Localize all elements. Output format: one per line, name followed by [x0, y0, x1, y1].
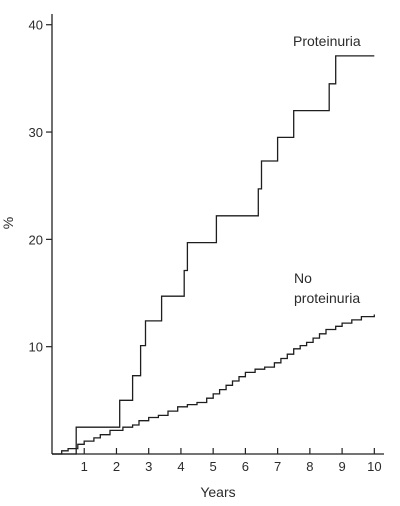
x-ticks: 1 2 3 4 5 6 7 8 9 10 [81, 448, 382, 474]
y-tick-label-20: 20 [29, 232, 43, 247]
y-tick-label-40: 40 [29, 18, 43, 33]
series-label-no-proteinuria-line-1: No [294, 270, 312, 286]
series-layer [52, 55, 375, 455]
y-axis-label: % [0, 217, 16, 229]
series-line-proteinuria [52, 55, 375, 455]
x-tick-label-3: 3 [145, 459, 152, 474]
x-tick-label-4: 4 [177, 459, 184, 474]
y-tick-label-10: 10 [29, 340, 43, 355]
x-tick-label-7: 7 [274, 459, 281, 474]
series-labels: Proteinuria No proteinuria [293, 33, 361, 306]
axes [51, 14, 384, 455]
series-line-no-proteinuria [52, 314, 375, 455]
x-tick-label-6: 6 [242, 459, 249, 474]
x-tick-label-2: 2 [113, 459, 120, 474]
x-tick-label-1: 1 [81, 459, 88, 474]
x-tick-label-8: 8 [306, 459, 313, 474]
y-tick-label-30: 30 [29, 125, 43, 140]
x-tick-label-10: 10 [367, 459, 381, 474]
y-ticks: 10 20 30 40 [29, 18, 52, 355]
x-tick-label-5: 5 [210, 459, 217, 474]
x-tick-label-9: 9 [338, 459, 345, 474]
x-axis-label: Years [200, 484, 235, 500]
series-label-proteinuria: Proteinuria [293, 33, 361, 49]
series-label-no-proteinuria-line-2: proteinuria [294, 290, 360, 306]
